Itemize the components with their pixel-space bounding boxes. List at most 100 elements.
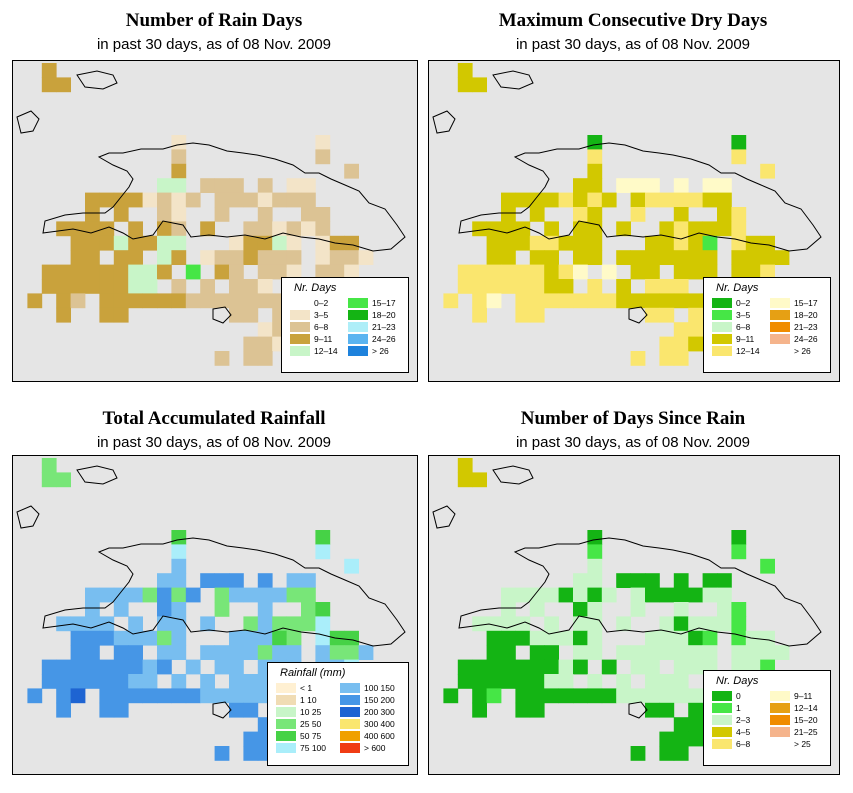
grid-cell <box>688 307 703 323</box>
legend-label: 2–3 <box>736 715 751 725</box>
legend-swatch <box>290 310 310 320</box>
grid-cell <box>243 235 259 251</box>
legend-swatch <box>340 695 360 705</box>
grid-cell <box>185 659 201 675</box>
grid-cell <box>128 264 143 280</box>
legend-label: 400 600 <box>364 731 395 741</box>
legend-swatch <box>770 715 790 725</box>
coastline <box>212 306 232 324</box>
grid-cell <box>113 602 129 617</box>
grid-cell <box>630 250 646 265</box>
grid-cell <box>573 178 588 193</box>
grid-cell <box>301 587 316 603</box>
grid-cell <box>731 293 747 309</box>
grid-cell <box>171 192 187 208</box>
grid-cell <box>659 192 675 208</box>
grid-cell <box>142 293 158 309</box>
legend-label: 100 150 <box>364 683 395 693</box>
grid-cell <box>257 250 273 265</box>
grid-cell <box>702 293 718 309</box>
grid-cell <box>85 645 100 660</box>
grid-cell <box>171 135 187 150</box>
grid-cell <box>688 688 703 704</box>
grid-cell <box>229 178 244 193</box>
legend-label: 0 <box>736 691 741 701</box>
grid-cell <box>760 235 775 251</box>
grid-cell <box>286 688 302 704</box>
legend-label: 6–8 <box>736 322 751 332</box>
grid-cell <box>243 731 259 747</box>
grid-cell <box>200 250 215 265</box>
grid-cell <box>688 264 703 280</box>
grid-cell <box>99 235 115 251</box>
grid-cell <box>70 688 86 704</box>
grid-cell <box>272 293 287 309</box>
grid-cell <box>171 573 187 588</box>
grid-cell <box>315 135 331 150</box>
grid-cell <box>673 645 689 660</box>
grid-cell <box>645 702 660 718</box>
grid-cell <box>200 221 215 237</box>
grid-cell <box>529 250 545 265</box>
grid-cell <box>243 674 259 689</box>
legend-label: 12–14 <box>314 346 338 356</box>
grid-cell <box>558 293 574 309</box>
grid-cell <box>573 573 588 588</box>
grid-cell <box>645 235 660 251</box>
grid-cell <box>243 702 259 718</box>
grid-cell <box>745 279 761 294</box>
grid-cell <box>717 207 732 222</box>
grid-cell <box>587 558 603 574</box>
legend-label: 12–14 <box>794 703 818 713</box>
grid-cell <box>229 264 244 280</box>
grid-cell <box>573 293 588 309</box>
grid-cell <box>717 307 732 323</box>
legend-swatch <box>290 298 310 308</box>
grid-cell <box>573 602 588 617</box>
grid-map <box>16 63 406 366</box>
grid-cell <box>344 558 359 574</box>
grid-cell <box>27 293 43 309</box>
grid-cell <box>56 279 71 294</box>
grid-cell <box>443 688 459 704</box>
legend-label: 21–23 <box>794 322 818 332</box>
legend-label: < 1 <box>300 683 313 693</box>
grid-cell <box>630 746 646 761</box>
grid-cell <box>515 264 531 280</box>
grid-cell <box>515 279 531 294</box>
grid-cell <box>630 602 646 617</box>
grid-cell <box>214 587 230 603</box>
legend-swatch <box>276 683 296 693</box>
grid-cell <box>587 163 603 179</box>
coastline <box>492 465 534 485</box>
grid-cell <box>315 293 331 309</box>
grid-cell <box>486 688 502 704</box>
grid-cell <box>257 322 273 337</box>
grid-cell <box>515 235 531 251</box>
grid-cell <box>315 235 331 251</box>
grid-cell <box>99 688 115 704</box>
grid-cell <box>185 264 201 280</box>
grid-cell <box>214 573 230 588</box>
legend-label: 15–17 <box>794 298 818 308</box>
grid-cell <box>673 178 689 193</box>
grid-cell <box>185 192 201 208</box>
legend-swatch <box>340 707 360 717</box>
grid-cell <box>501 235 516 251</box>
grid-cell <box>99 630 115 646</box>
legend-swatch <box>770 739 790 749</box>
grid-cell <box>486 264 502 280</box>
grid-cell <box>731 207 747 222</box>
grid-cell <box>257 207 273 222</box>
grid-cell <box>257 630 273 646</box>
grid-cell <box>128 250 143 265</box>
grid-cell <box>142 235 158 251</box>
grid-cell <box>544 645 559 660</box>
grid-cell <box>731 702 747 718</box>
grid-cell <box>229 659 244 675</box>
grid-cell <box>301 221 316 237</box>
grid-cell <box>171 688 187 704</box>
legend-label: > 25 <box>794 739 811 749</box>
legend-title: Nr. Days <box>716 282 759 294</box>
